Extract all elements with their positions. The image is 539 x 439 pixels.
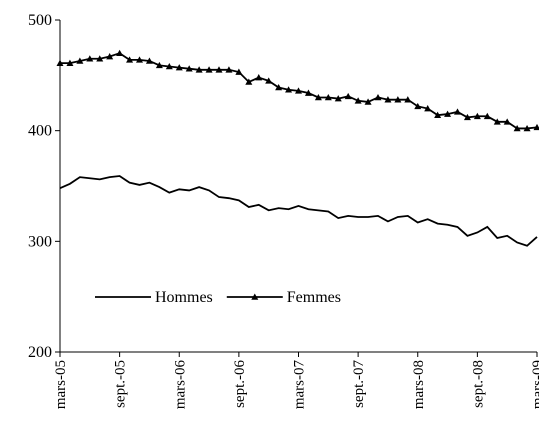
x-tick-label: mars-06 [172, 360, 188, 410]
point-marker [444, 110, 452, 117]
point-marker [145, 57, 153, 64]
point-marker [235, 68, 243, 75]
point-marker [106, 53, 114, 60]
point-marker [215, 66, 223, 73]
point-marker [195, 66, 203, 73]
point-marker [513, 124, 521, 132]
point-marker [66, 59, 74, 66]
y-tick-label: 200 [28, 344, 52, 361]
point-marker [245, 78, 253, 85]
point-marker [384, 96, 392, 103]
point-marker [414, 102, 422, 110]
point-marker [374, 93, 382, 101]
x-tick-label: mars-09 [530, 360, 539, 409]
point-marker [533, 123, 539, 131]
y-tick-label: 400 [28, 123, 52, 140]
point-marker [116, 49, 124, 56]
point-marker [225, 66, 233, 73]
point-marker [483, 112, 491, 120]
point-marker [344, 92, 352, 100]
point-marker [304, 89, 312, 96]
point-marker [354, 97, 362, 104]
point-marker [285, 86, 293, 93]
x-tick-label: sept.-06 [232, 360, 248, 408]
point-marker [454, 108, 461, 115]
point-marker [364, 98, 372, 105]
point-marker [205, 66, 213, 73]
point-marker [324, 93, 332, 101]
point-marker [96, 55, 104, 62]
point-marker [434, 111, 442, 118]
point-marker [404, 96, 412, 103]
point-marker [275, 84, 283, 91]
series-line [59, 175, 538, 247]
point-marker [165, 62, 173, 70]
point-marker [473, 112, 481, 120]
y-tick-label: 500 [28, 12, 52, 29]
point-marker [265, 77, 273, 84]
x-tick-label: mars-08 [411, 360, 427, 409]
point-marker [136, 56, 143, 63]
point-marker [255, 74, 263, 81]
point-marker [56, 59, 64, 66]
x-tick-label: mars-05 [53, 360, 69, 409]
point-marker [76, 57, 84, 64]
point-marker [463, 113, 471, 121]
point-marker [493, 118, 501, 125]
point-marker [126, 56, 134, 63]
point-marker [503, 118, 511, 125]
point-marker [314, 93, 322, 101]
y-tick-label: 300 [28, 233, 52, 250]
x-tick-label: mars-07 [292, 360, 308, 410]
point-marker [295, 87, 302, 94]
point-marker [155, 61, 163, 69]
x-tick-label: sept.-07 [351, 360, 367, 408]
legend-label: Femmes [287, 289, 341, 306]
legend-label: Hommes [155, 289, 213, 306]
x-tick-label: sept.-05 [113, 360, 129, 408]
x-tick-label: sept.-08 [470, 360, 486, 408]
point-marker [185, 65, 193, 72]
point-marker [86, 55, 94, 62]
legend-marker [251, 293, 259, 300]
point-marker [334, 95, 342, 102]
point-marker [424, 105, 432, 112]
point-marker [175, 64, 183, 71]
point-marker [523, 124, 531, 132]
point-marker [394, 96, 402, 103]
